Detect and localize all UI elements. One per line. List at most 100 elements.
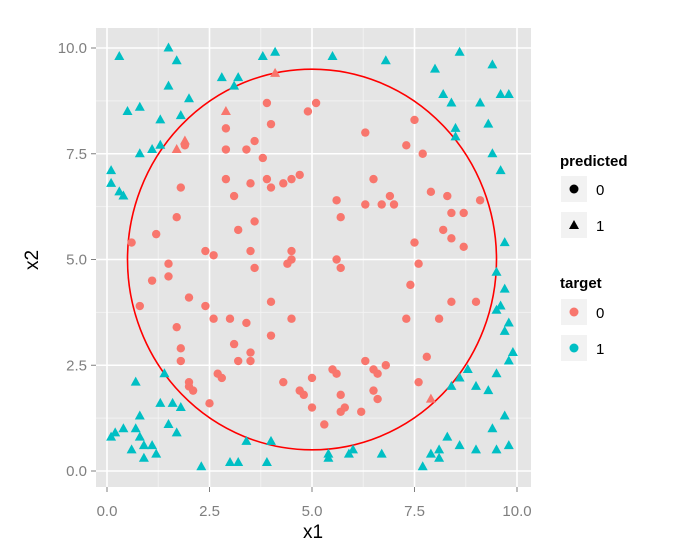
data-point-circle: [266, 119, 276, 129]
data-point-circle: [406, 280, 415, 290]
legend-predicted-title: predicted: [560, 153, 628, 170]
data-point-circle: [381, 361, 390, 370]
data-point-triangle: [323, 452, 334, 462]
data-point-circle: [361, 128, 370, 137]
data-point-circle: [336, 263, 345, 273]
data-point-circle: [389, 200, 399, 209]
legend-red-dot-icon: [569, 307, 579, 317]
y-tick-label: 0.0: [66, 463, 87, 480]
data-point-circle: [377, 200, 386, 209]
data-point-circle: [311, 98, 321, 108]
data-point-circle: [434, 314, 444, 323]
data-point-triangle: [495, 165, 506, 175]
data-point-circle: [336, 390, 345, 400]
data-point-triangle: [454, 372, 465, 382]
data-point-circle: [250, 136, 259, 146]
data-point-triangle: [155, 114, 166, 124]
data-point-circle: [188, 386, 198, 395]
data-point-circle: [266, 297, 276, 306]
data-point-triangle: [130, 423, 141, 433]
data-point-triangle: [343, 448, 354, 458]
data-point-circle: [336, 213, 345, 222]
data-point-triangle: [147, 440, 158, 450]
data-point-circle: [447, 234, 456, 243]
data-point-triangle: [175, 402, 186, 412]
x-axis-title: x1: [303, 522, 323, 543]
data-point-circle: [221, 174, 231, 184]
data-point-triangle: [348, 444, 358, 454]
data-point-circle: [320, 420, 329, 429]
data-point-circle: [373, 369, 382, 378]
data-point-triangle: [138, 440, 149, 450]
data-point-triangle: [163, 42, 174, 52]
data-point-triangle: [503, 440, 514, 450]
data-point-triangle: [171, 55, 182, 65]
data-point-triangle: [155, 139, 166, 149]
data-point-triangle: [417, 461, 428, 471]
data-point-circle: [369, 174, 378, 184]
data-point-triangle: [499, 325, 510, 335]
data-point-triangle: [491, 444, 502, 454]
data-point-triangle: [114, 186, 125, 196]
data-point-circle: [127, 238, 136, 247]
data-point-circle: [287, 314, 296, 323]
data-point-triangle: [462, 363, 473, 373]
y-tick-label: 5.0: [66, 252, 87, 269]
data-point-circle: [439, 225, 448, 235]
data-point-triangle: [110, 427, 121, 437]
data-point-circle: [402, 314, 411, 323]
data-point-triangle: [106, 165, 117, 175]
data-point-triangle: [220, 105, 231, 115]
data-point-circle: [426, 187, 436, 197]
data-point-circle: [443, 191, 452, 201]
data-point-triangle: [163, 418, 174, 428]
data-point-triangle: [425, 393, 436, 403]
data-point-triangle: [475, 97, 486, 107]
legend-target: target 0 1: [560, 275, 604, 361]
data-point-circle: [447, 297, 456, 306]
data-point-triangle: [270, 46, 281, 56]
data-point-triangle: [430, 63, 440, 73]
data-point-circle: [246, 356, 255, 366]
data-point-circle: [475, 196, 485, 205]
data-point-circle: [164, 259, 173, 268]
data-point-circle: [176, 356, 185, 366]
data-point-circle: [373, 394, 382, 404]
data-point-circle: [262, 174, 272, 184]
data-point-circle: [471, 297, 481, 306]
data-point-triangle: [495, 300, 506, 310]
legend-target-title: target: [560, 275, 602, 292]
data-point-triangle: [425, 448, 436, 458]
data-point-circle: [164, 272, 173, 281]
decision-boundary: [126, 68, 498, 451]
data-points: [106, 42, 518, 471]
data-point-triangle: [434, 444, 445, 454]
data-point-circle: [258, 153, 267, 163]
data-point-triangle: [134, 148, 145, 158]
data-point-circle: [234, 356, 243, 366]
data-point-circle: [332, 255, 341, 264]
data-point-triangle: [184, 93, 194, 103]
y-axis-ticks: 0.0 2.5 5.0 7.5 10.0: [58, 40, 96, 480]
data-point-triangle: [380, 55, 391, 65]
data-point-triangle: [114, 50, 125, 60]
data-point-triangle: [134, 410, 145, 420]
data-point-triangle: [118, 423, 129, 433]
data-point-circle: [201, 301, 210, 311]
data-point-triangle: [106, 177, 117, 187]
data-point-circle: [307, 403, 317, 412]
data-point-triangle: [138, 452, 149, 462]
data-point-circle: [287, 246, 296, 256]
data-point-triangle: [118, 190, 129, 200]
data-point-circle: [385, 191, 395, 201]
data-point-triangle: [159, 368, 170, 378]
data-point-circle: [459, 208, 468, 218]
data-point-circle: [287, 174, 296, 184]
data-point-triangle: [155, 397, 166, 407]
data-point-circle: [246, 348, 255, 357]
data-point-triangle: [499, 410, 510, 420]
data-point-triangle: [450, 131, 461, 141]
data-point-triangle: [491, 304, 502, 314]
data-point-triangle: [229, 80, 240, 90]
x-axis-ticks: 0.0 2.5 5.0 7.5 10.0: [97, 487, 532, 520]
